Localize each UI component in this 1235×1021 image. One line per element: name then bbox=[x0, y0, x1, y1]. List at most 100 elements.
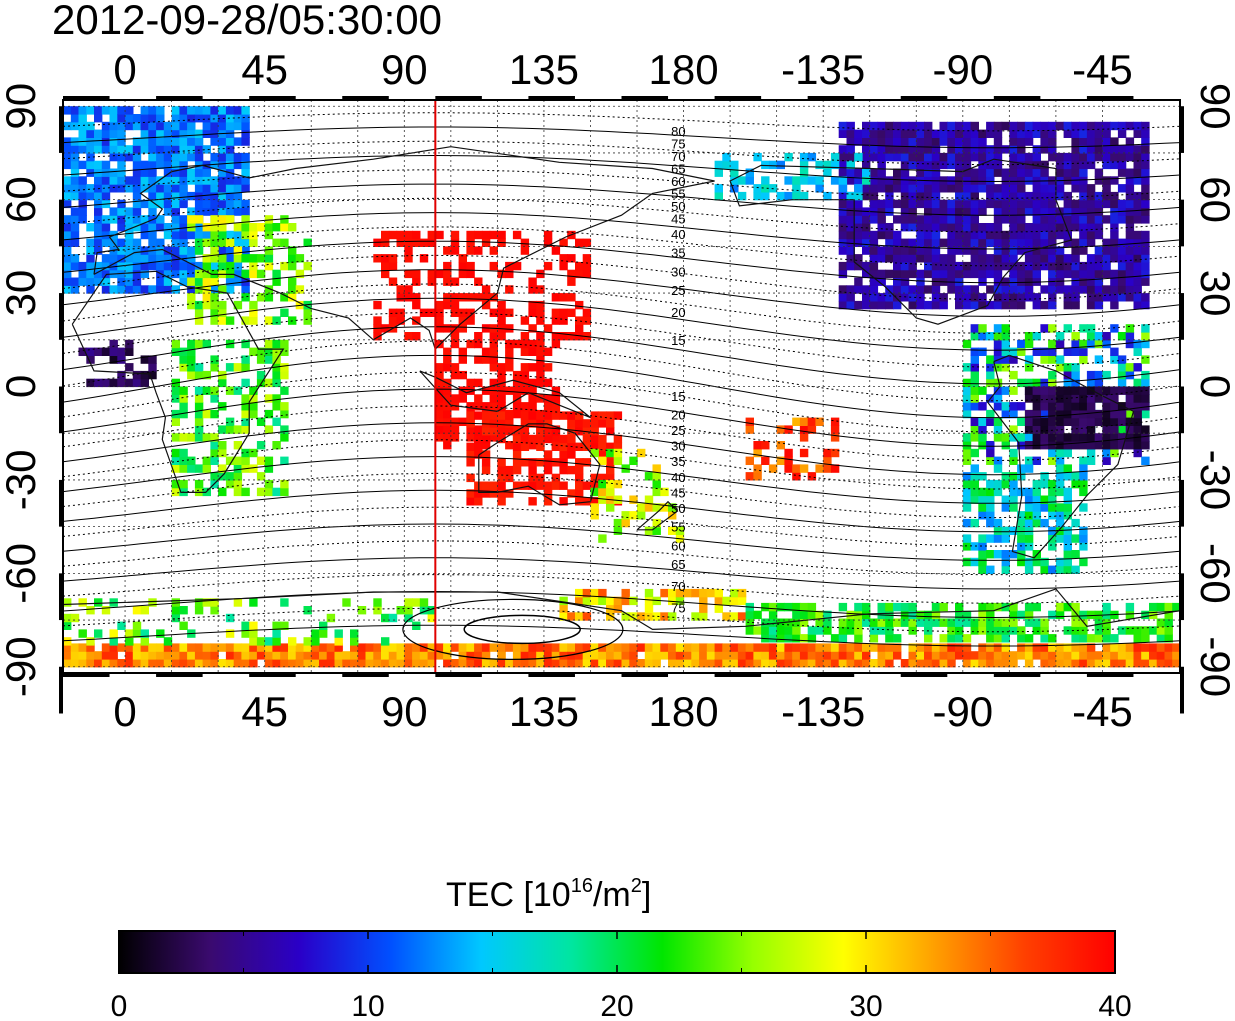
tec-cell bbox=[1079, 246, 1088, 255]
south-pole-contour bbox=[463, 614, 581, 645]
tec-cell bbox=[218, 160, 227, 170]
tec-cell bbox=[1017, 300, 1026, 310]
tec-cell bbox=[799, 464, 809, 473]
tec-cell bbox=[280, 261, 289, 271]
tec-cell bbox=[1048, 355, 1057, 364]
tec-cell bbox=[978, 651, 987, 660]
tec-cell bbox=[1125, 425, 1135, 434]
tec-cell bbox=[706, 651, 716, 660]
tec-cell bbox=[202, 433, 211, 442]
coastline bbox=[478, 423, 601, 506]
tec-cell bbox=[993, 293, 1003, 302]
tec-cell bbox=[1110, 409, 1119, 419]
tec-cell bbox=[807, 659, 817, 668]
tec-cell bbox=[551, 427, 561, 436]
tec-cell bbox=[675, 659, 685, 668]
tec-cell bbox=[187, 370, 196, 380]
tec-cell bbox=[1110, 145, 1119, 154]
tec-cell bbox=[559, 596, 568, 606]
tec-cell bbox=[799, 643, 809, 652]
tec-cell bbox=[272, 487, 281, 497]
tec-cell bbox=[218, 464, 227, 473]
tec-cell bbox=[187, 121, 196, 131]
tec-cell bbox=[1117, 277, 1127, 286]
tec-cell bbox=[132, 643, 142, 652]
tec-cell bbox=[1133, 238, 1142, 247]
tec-cell bbox=[970, 448, 979, 458]
tec-cell bbox=[846, 626, 855, 635]
tec-cell bbox=[900, 223, 910, 232]
tec-cell bbox=[63, 106, 72, 115]
tec-cell bbox=[1079, 659, 1088, 668]
tec-cell bbox=[761, 456, 770, 465]
tec-cell bbox=[536, 332, 545, 341]
tec-cell bbox=[1079, 230, 1088, 240]
tec-cell bbox=[1040, 626, 1049, 635]
tec-cell bbox=[241, 137, 250, 146]
tec-cell bbox=[350, 637, 359, 646]
tec-cell bbox=[210, 433, 219, 442]
tec-cell bbox=[1024, 610, 1034, 620]
tec-cell bbox=[1048, 402, 1057, 411]
tec-cell bbox=[1040, 409, 1049, 419]
tec-cell bbox=[745, 626, 754, 635]
tec-cell bbox=[1094, 199, 1104, 209]
tec-cell bbox=[264, 394, 274, 403]
tec-cell bbox=[466, 339, 475, 349]
tec-cell bbox=[225, 207, 235, 216]
tec-cell bbox=[125, 643, 134, 652]
tec-cell bbox=[1133, 207, 1142, 216]
tec-cell bbox=[241, 316, 250, 325]
tec-cell bbox=[590, 659, 599, 668]
tec-cell bbox=[993, 300, 1003, 310]
tec-cell bbox=[148, 176, 157, 185]
tec-cell bbox=[1009, 659, 1018, 668]
tec-cell bbox=[520, 411, 530, 420]
tec-cell bbox=[1079, 355, 1088, 364]
tec-cell bbox=[1055, 557, 1065, 567]
tec-cell bbox=[862, 618, 871, 627]
tec-cell bbox=[101, 184, 111, 193]
tec-cell bbox=[466, 425, 475, 434]
tec-cell bbox=[427, 643, 436, 652]
tec-cell bbox=[194, 199, 204, 209]
tec-cell bbox=[1086, 293, 1096, 302]
tec-cell bbox=[1055, 285, 1065, 294]
tec-cell bbox=[171, 168, 180, 177]
tec-cell bbox=[978, 425, 987, 434]
tec-cell bbox=[489, 332, 498, 341]
tec-cell bbox=[140, 378, 149, 388]
tec-cell bbox=[978, 626, 987, 635]
tec-cell bbox=[559, 411, 568, 420]
tec-cell bbox=[132, 651, 142, 660]
tec-cell bbox=[194, 651, 204, 660]
tec-cell bbox=[512, 370, 522, 380]
tec-cell bbox=[1063, 495, 1072, 504]
tec-cell bbox=[823, 191, 832, 201]
tec-cell bbox=[225, 199, 235, 209]
tec-cell bbox=[117, 106, 126, 115]
tec-cell bbox=[955, 626, 964, 635]
tec-cell bbox=[202, 277, 211, 286]
tec-cell bbox=[862, 160, 871, 170]
tec-cell bbox=[101, 106, 111, 115]
tec-cell bbox=[745, 168, 754, 177]
tec-cell bbox=[70, 254, 80, 263]
tec-cell bbox=[396, 293, 405, 302]
tec-cell bbox=[1141, 659, 1150, 668]
tec-cell bbox=[443, 293, 452, 302]
tec-cell bbox=[1009, 602, 1018, 612]
tec-cell bbox=[163, 121, 173, 131]
tec-cell bbox=[1117, 417, 1127, 426]
tec-cell bbox=[187, 152, 196, 162]
tec-cell bbox=[1117, 433, 1127, 442]
tec-cell bbox=[218, 215, 227, 224]
tec-cell bbox=[1133, 215, 1142, 224]
tec-cell bbox=[582, 643, 592, 652]
axis-tick-label: -135 bbox=[781, 688, 865, 735]
tec-cell bbox=[443, 386, 452, 395]
tec-cell bbox=[714, 168, 723, 177]
tec-cell bbox=[1079, 121, 1088, 131]
tec-cell bbox=[388, 308, 398, 317]
tec-cell bbox=[900, 137, 910, 146]
